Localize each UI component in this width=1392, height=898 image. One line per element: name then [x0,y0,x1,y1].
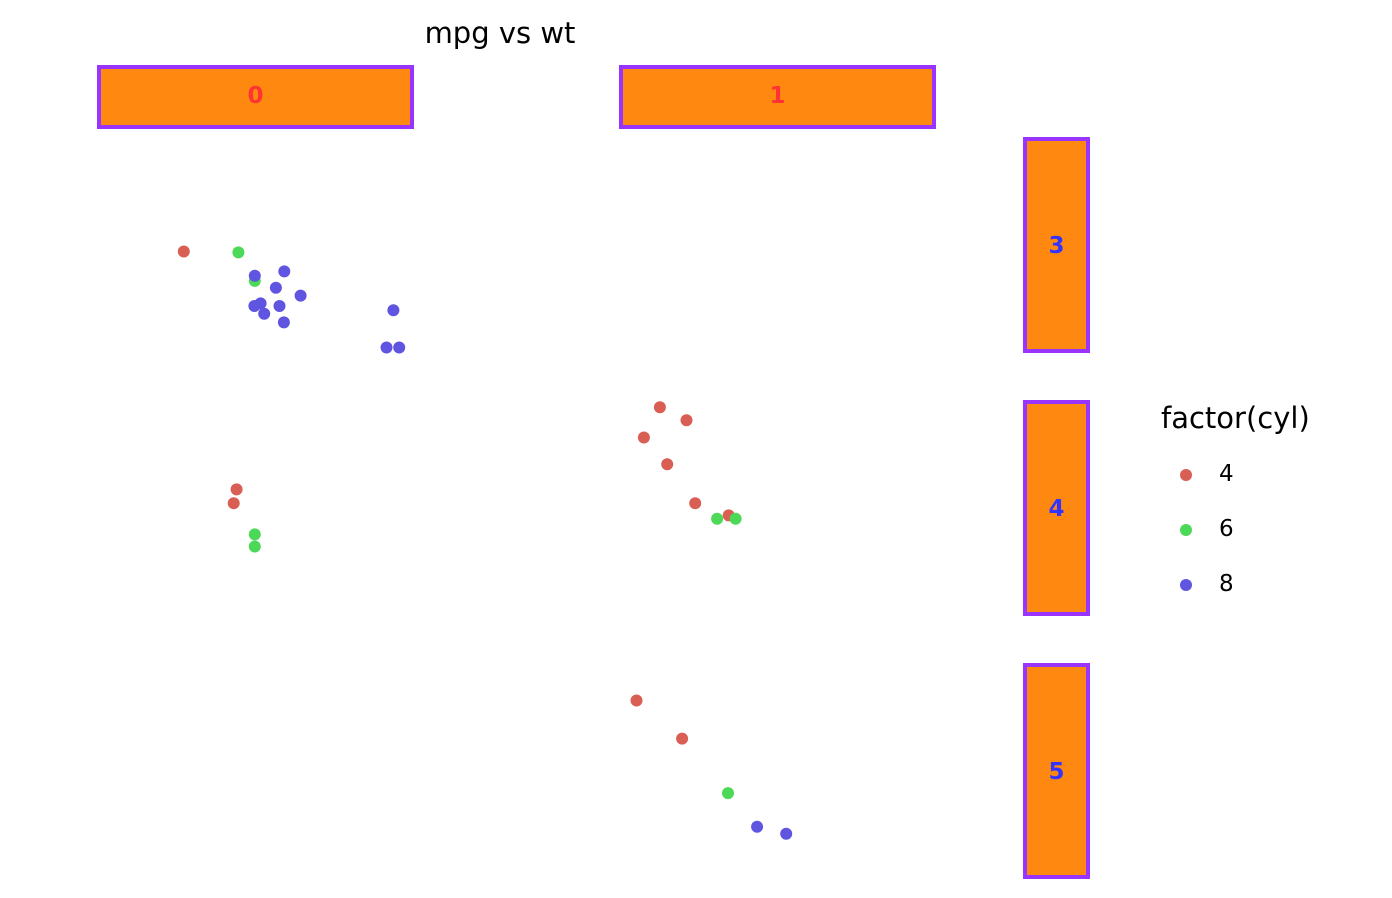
data-point [269,281,282,294]
data-point [387,304,400,317]
strip-row-5: 5 [1023,663,1090,879]
strip-row-5-box [1023,663,1090,879]
data-point [780,827,793,840]
data-point [751,820,764,833]
data-point [248,540,261,553]
legend-label-8: 8 [1219,571,1234,597]
data-point [177,245,190,258]
data-point [711,512,724,525]
legend-entry-6: 6 [1180,516,1234,542]
chart-title: mpg vs wt [425,16,576,50]
strip-row-4: 4 [1023,400,1090,616]
strip-col-1-box [619,65,936,129]
strip-row-5-label: 5 [1048,759,1064,785]
data-point [277,316,290,329]
strip-row-3-label: 3 [1048,233,1064,259]
strip-row-3-box [1023,137,1090,353]
data-point [729,512,742,525]
strip-row-4-box [1023,400,1090,616]
row-strips: 3 4 5 [1023,137,1090,879]
data-point [230,483,243,496]
strip-row-3: 3 [1023,137,1090,353]
legend-entry-8: 8 [1180,571,1234,597]
legend: factor(cyl) 4 6 8 [1161,401,1310,597]
data-point [653,401,666,414]
strip-col-0-box [97,65,414,129]
data-point [637,431,650,444]
data-points [177,245,793,840]
data-point [680,414,693,427]
data-point [248,269,261,282]
data-point [258,307,271,320]
data-point [248,300,261,312]
data-point [630,694,643,707]
data-point [232,246,245,259]
data-point [689,497,702,510]
legend-key-4 [1180,469,1192,481]
legend-label-4: 4 [1219,461,1234,487]
strip-row-4-label: 4 [1048,496,1064,522]
legend-entry-4: 4 [1180,461,1234,487]
data-point [273,300,286,312]
legend-label-6: 6 [1219,516,1234,542]
data-point [393,341,406,354]
data-point [380,341,393,354]
data-point [278,265,291,278]
legend-key-8 [1180,579,1192,591]
strip-col-0: 0 [97,65,414,129]
column-strips: 0 1 [97,65,936,129]
data-point [248,528,261,541]
legend-title: factor(cyl) [1161,401,1310,435]
data-point [294,289,307,302]
strip-col-1-label: 1 [769,83,785,109]
strip-col-1: 1 [619,65,936,129]
data-point [722,787,734,800]
legend-key-6 [1180,524,1192,536]
data-point [661,458,674,471]
data-point [227,497,240,510]
strip-col-0-label: 0 [247,83,263,109]
data-point [676,732,689,745]
